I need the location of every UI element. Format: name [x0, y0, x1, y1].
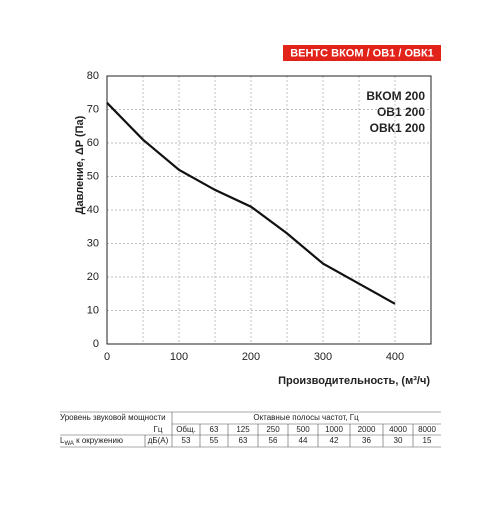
table-cell: 55	[210, 436, 219, 445]
y-tick-label: 80	[87, 70, 99, 82]
annotation: ОВК1 200	[370, 121, 426, 135]
x-tick-label: 400	[386, 351, 404, 363]
table-cell: 36	[362, 436, 371, 445]
table-column: 250	[266, 425, 280, 434]
x-tick-label: 200	[242, 351, 260, 363]
table-column: 4000	[389, 425, 407, 434]
y-tick-label: 30	[87, 237, 99, 249]
table-column: 2000	[358, 425, 376, 434]
table-header: Октавные полосы частот, Гц	[253, 413, 359, 422]
x-axis-label: Производительность, (м³/ч)	[278, 375, 430, 387]
y-tick-label: 0	[93, 338, 99, 350]
y-tick-label: 60	[87, 137, 99, 149]
table-header: Уровень звуковой мощности	[60, 413, 166, 422]
table-cell: 44	[299, 436, 308, 445]
table-column: 8000	[418, 425, 436, 434]
y-tick-label: 50	[87, 170, 99, 182]
x-tick-label: 300	[314, 351, 332, 363]
table: Уровень звуковой мощности Октавные полосы…	[60, 411, 441, 448]
table-cell: 56	[269, 436, 278, 445]
table-row-label: LWA к окружению	[60, 436, 123, 446]
table-cell: 30	[394, 436, 403, 445]
y-axis-label: Давление, ΔP (Па)	[74, 115, 86, 214]
y-tick-label: 10	[87, 304, 99, 316]
table-column: 500	[296, 425, 310, 434]
row-label-part: к окружению	[74, 436, 123, 445]
chart-title: ВЕНТС ВКОМ / ОВ1 / ОВК1	[290, 47, 434, 59]
table-column: 125	[236, 425, 250, 434]
table-cell: 15	[423, 436, 432, 445]
x-tick-label: 0	[104, 351, 110, 363]
table-cell: 63	[239, 436, 248, 445]
table-column: Общ.	[176, 425, 196, 434]
y-tick-label: 40	[87, 204, 99, 216]
table-column: 1000	[325, 425, 343, 434]
table-column: 63	[210, 425, 219, 434]
table-unit: дБ(А)	[148, 436, 169, 445]
table-unit: Гц	[154, 425, 163, 434]
table-cell: 42	[330, 436, 339, 445]
table-cell: 53	[182, 436, 191, 445]
y-tick-label: 70	[87, 103, 99, 115]
annotation: ОВ1 200	[377, 105, 425, 119]
x-tick-label: 100	[170, 351, 188, 363]
annotation: ВКОМ 200	[366, 89, 425, 103]
plot-frame	[106, 75, 432, 345]
row-label-part: WA	[64, 441, 73, 447]
row-label-part: L	[60, 436, 65, 445]
data-line	[106, 102, 396, 305]
y-tick-label: 20	[87, 271, 99, 283]
title-banner	[283, 45, 441, 61]
